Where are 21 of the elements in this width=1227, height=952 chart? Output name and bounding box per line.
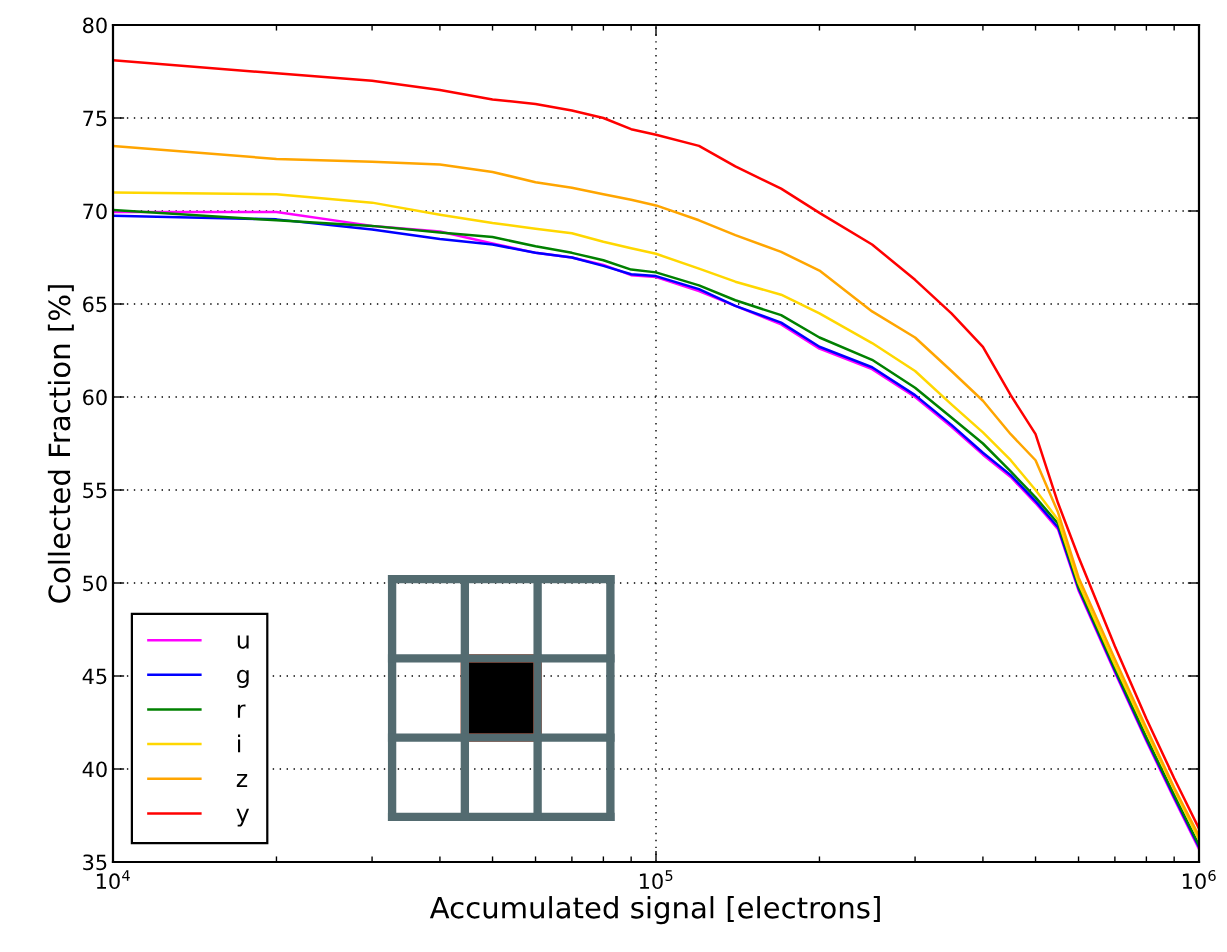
legend-label: z [236,774,248,788]
y-tick-label: 55 [83,482,107,499]
x-tick-label: 10$^{5}$ [639,870,673,890]
y-tick-label: 75 [83,110,107,127]
x-axis-title: Accumulated signal [electrons] [429,896,880,925]
legend-label: g [237,669,249,688]
legend-label: i [238,734,241,753]
y-tick-label: 60 [83,389,107,406]
y-tick-label: 65 [83,296,107,313]
y-tick-label: 80 [83,17,107,34]
y-tick-label: 40 [82,761,107,778]
x-tick-label: 10$^{6}$ [1182,869,1216,890]
y-tick-label: 50 [83,575,107,592]
y-tick-label: 45 [82,668,107,685]
legend-label: r [237,704,246,718]
y-axis-title: Collected Fraction [%] [47,285,74,603]
y-tick-label: 70 [83,203,107,220]
x-tick-label: 10$^{4}$ [96,870,130,890]
y-tick-label: 35 [83,854,107,871]
legend-label: u [237,635,249,649]
legend-label: y [236,808,250,827]
